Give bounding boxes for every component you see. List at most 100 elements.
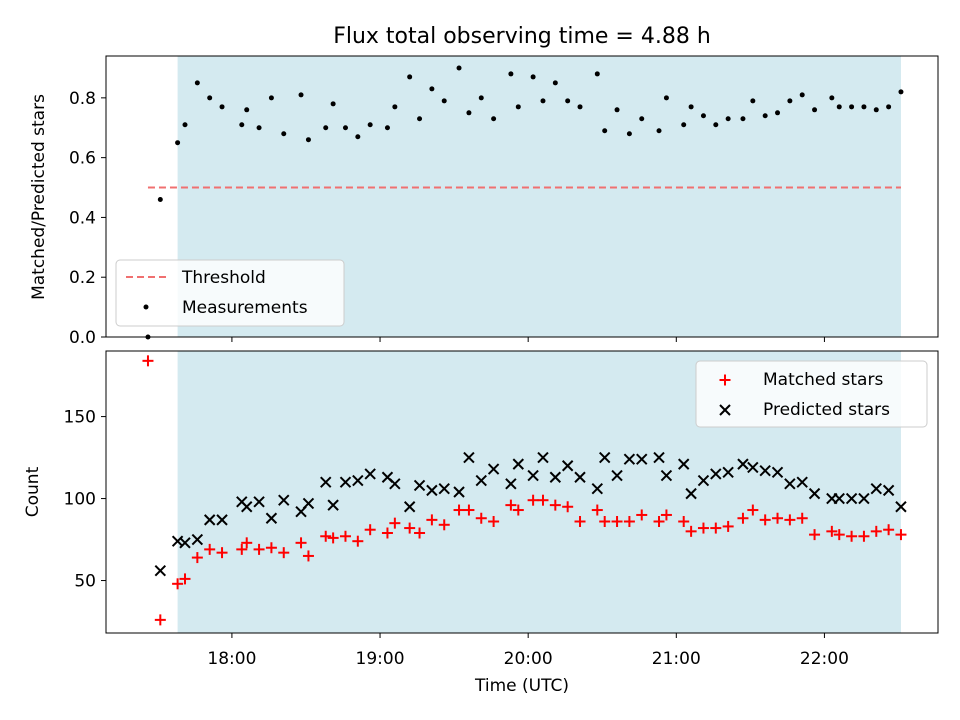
measurement-point [552, 80, 558, 86]
matched-stars-point [747, 504, 759, 516]
predicted-stars-point [653, 451, 665, 464]
y-tick-label: 0.6 [69, 149, 96, 169]
predicted-stars-point [845, 492, 858, 505]
measurement-point [799, 92, 805, 98]
measurements-legend-swatch [143, 304, 149, 310]
measurement-point [861, 104, 867, 110]
matched-stars-point [591, 504, 603, 516]
predicted-stars-point [636, 453, 648, 465]
x-tick-label: 18:00 [207, 649, 256, 669]
matched-stars-point [404, 522, 416, 534]
matched-stars-point [611, 516, 623, 528]
ratio-y-axis-label: Matched/Predicted stars [29, 94, 49, 300]
predicted-stars-legend-label: Predicted stars [763, 400, 890, 420]
predicted-stars-point [179, 537, 191, 549]
measurement-point [775, 110, 781, 116]
measurement-point [268, 95, 274, 101]
matched-stars-point [236, 543, 248, 555]
predicted-stars-point [253, 496, 265, 508]
measurement-point [836, 104, 842, 110]
measurement-point [594, 71, 600, 77]
matched-stars-point [710, 522, 722, 534]
measurement-point [656, 128, 662, 134]
measurement-point [478, 95, 484, 101]
matched-stars-point [352, 535, 364, 547]
matched-stars-point [278, 547, 290, 559]
predicted-stars-point [678, 458, 690, 470]
predicted-stars-point [241, 501, 253, 513]
predicted-stars-point [191, 533, 204, 546]
predicted-stars-point [265, 512, 278, 524]
matched-stars-point [241, 537, 253, 549]
measurement-point [305, 137, 311, 143]
matched-stars-point [759, 514, 771, 526]
matched-stars-point [846, 530, 858, 542]
matched-stars-point [549, 499, 561, 511]
predicted-stars-point [870, 483, 882, 495]
matched-stars-point [438, 519, 450, 531]
matched-stars-point [320, 530, 332, 542]
threshold-legend-label: Threshold [181, 268, 266, 288]
measurement-point [367, 122, 373, 128]
x-tick-label: 21:00 [652, 649, 701, 669]
measurement-point [812, 107, 818, 113]
matched-stars-legend-swatch [719, 374, 731, 386]
measurement-point [175, 140, 181, 146]
ratio-legend-box [115, 259, 345, 327]
matched-stars-point [636, 509, 648, 521]
predicted-stars-point [537, 451, 549, 464]
ratio-legend: Threshold Measurements [115, 259, 345, 327]
measurement-point [515, 104, 521, 110]
predicted-stars-point [327, 499, 339, 511]
measurement-point [182, 122, 188, 128]
matched-stars-point [809, 529, 821, 541]
predicted-stars-point [216, 514, 228, 526]
matched-stars-point [858, 530, 870, 542]
measurement-point [244, 107, 250, 113]
measurement-point [898, 89, 904, 95]
measurement-point [740, 116, 746, 122]
measurement-point [626, 131, 632, 137]
chart-title: Flux total observing time = 4.88 h [333, 24, 711, 49]
matched-stars-point [833, 529, 845, 541]
predicted-stars-point [623, 453, 636, 465]
measurement-point [713, 122, 719, 128]
count-legend-box [695, 360, 928, 428]
measurement-point [417, 116, 423, 122]
predicted-stars-point [302, 497, 315, 510]
y-tick-label: 0.2 [69, 268, 96, 288]
count-panel: 50 100 150 18:00 19:00 20:00 21:00 22:00 Count… [23, 350, 939, 696]
measurement-point [466, 110, 472, 116]
measurement-point [577, 104, 583, 110]
measurement-point [157, 196, 163, 202]
predicted-stars-point [808, 487, 821, 500]
measurement-point [725, 116, 731, 122]
measurement-point [219, 104, 225, 110]
matched-stars-point [142, 355, 154, 367]
x-tick-label: 22:00 [800, 649, 849, 669]
predicted-stars-point [796, 476, 808, 488]
measurement-point [384, 125, 390, 131]
predicted-stars-point [611, 469, 623, 482]
measurement-point [540, 98, 546, 104]
matched-stars-point [172, 578, 184, 590]
measurement-point [886, 104, 892, 110]
matched-stars-point [426, 514, 438, 526]
predicted-stars-point [154, 564, 167, 577]
predicted-stars-point [771, 466, 784, 479]
matched-stars-point [364, 524, 376, 536]
matched-stars-point [154, 614, 166, 626]
matched-stars-point [302, 550, 314, 562]
matched-stars-point [414, 527, 426, 539]
matched-stars-point [204, 543, 216, 555]
matched-stars-point [179, 573, 191, 585]
ratio-panel: 0.00.20.40.60.8 Matched/Predicted stars … [29, 55, 939, 348]
predicted-stars-point [475, 474, 487, 487]
x-axis-label: Time (UTC) [474, 676, 569, 696]
predicted-stars-point [426, 484, 438, 497]
predicted-stars-point [453, 486, 465, 498]
matched-stars-point [678, 516, 690, 528]
predicted-stars-point [598, 451, 611, 464]
measurement-point [508, 71, 514, 77]
